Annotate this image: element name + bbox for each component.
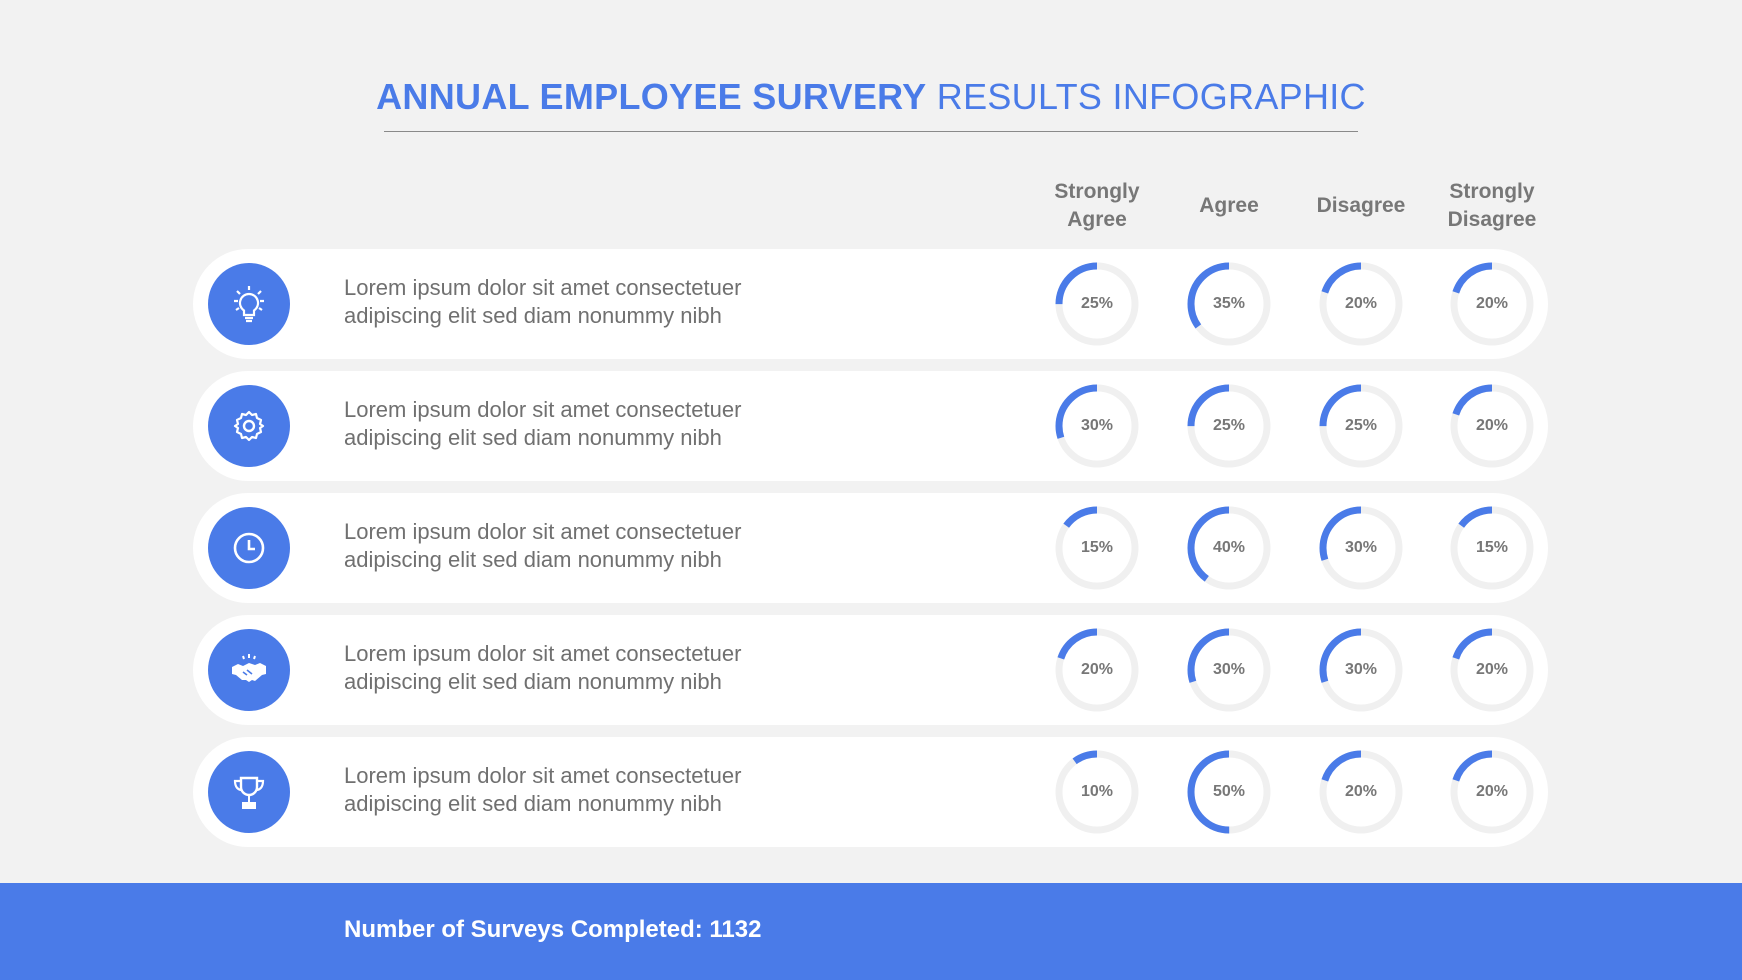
donut-arc bbox=[1319, 384, 1403, 468]
surveys-completed: Number of Surveys Completed: 1132 bbox=[344, 916, 762, 943]
percent-donut: 25% bbox=[1319, 384, 1403, 468]
column-header: Disagree bbox=[1316, 194, 1406, 217]
percent-label: 40% bbox=[1212, 539, 1246, 556]
percent-donut: 50% bbox=[1187, 750, 1271, 834]
donut-arc bbox=[1055, 750, 1139, 834]
clock-icon bbox=[208, 507, 290, 589]
percent-donut: 30% bbox=[1055, 384, 1139, 468]
percent-label: 20% bbox=[1344, 783, 1378, 800]
percent-donut: 20% bbox=[1319, 750, 1403, 834]
percent-label: 30% bbox=[1344, 661, 1378, 678]
row-description: Lorem ipsum dolor sit amet consectetuer a… bbox=[344, 396, 741, 452]
page-title: ANNUAL EMPLOYEE SURVERY RESULTS INFOGRAP… bbox=[0, 76, 1742, 118]
percent-donut: 20% bbox=[1450, 262, 1534, 346]
row-text-line: Lorem ipsum dolor sit amet consectetuer bbox=[344, 397, 742, 422]
percent-label: 15% bbox=[1475, 539, 1509, 556]
percent-donut: 15% bbox=[1055, 506, 1139, 590]
percent-label: 25% bbox=[1212, 417, 1246, 434]
footer-bar: Number of Surveys Completed: 1132 bbox=[0, 883, 1742, 980]
percent-label: 20% bbox=[1475, 295, 1509, 312]
donut-arc bbox=[1187, 262, 1271, 346]
donut-arc bbox=[1055, 384, 1139, 468]
row-description: Lorem ipsum dolor sit amet consectetuer a… bbox=[344, 518, 741, 574]
title-bold: ANNUAL EMPLOYEE SURVERY bbox=[376, 76, 927, 117]
percent-donut: 10% bbox=[1055, 750, 1139, 834]
row-text-line: Lorem ipsum dolor sit amet consectetuer bbox=[344, 641, 742, 666]
row-text-line: adipiscing elit sed diam nonummy nibh bbox=[344, 303, 722, 328]
column-header: Agree bbox=[1199, 194, 1259, 217]
percent-label: 30% bbox=[1344, 539, 1378, 556]
percent-label: 35% bbox=[1212, 295, 1246, 312]
survey-row: Lorem ipsum dolor sit amet consectetuer a… bbox=[193, 493, 1548, 603]
row-text-line: Lorem ipsum dolor sit amet consectetuer bbox=[344, 763, 742, 788]
column-header: Strongly Disagree bbox=[1447, 180, 1537, 231]
donut-arc bbox=[1450, 384, 1534, 468]
donut-arc bbox=[1055, 506, 1139, 590]
survey-row: Lorem ipsum dolor sit amet consectetuer a… bbox=[193, 615, 1548, 725]
donut-arc bbox=[1187, 506, 1271, 590]
percent-label: 20% bbox=[1344, 295, 1378, 312]
survey-row: Lorem ipsum dolor sit amet consectetuer a… bbox=[193, 737, 1548, 847]
row-text-line: Lorem ipsum dolor sit amet consectetuer bbox=[344, 275, 742, 300]
column-header: Strongly Agree bbox=[1054, 180, 1140, 231]
row-text-line: adipiscing elit sed diam nonummy nibh bbox=[344, 547, 722, 572]
row-text-line: Lorem ipsum dolor sit amet consectetuer bbox=[344, 519, 742, 544]
percent-donut: 20% bbox=[1055, 628, 1139, 712]
donut-arc bbox=[1187, 750, 1271, 834]
row-description: Lorem ipsum dolor sit amet consectetuer a… bbox=[344, 762, 741, 818]
row-description: Lorem ipsum dolor sit amet consectetuer a… bbox=[344, 640, 741, 696]
row-text-line: adipiscing elit sed diam nonummy nibh bbox=[344, 425, 722, 450]
donut-arc bbox=[1319, 506, 1403, 590]
percent-donut: 20% bbox=[1319, 262, 1403, 346]
percent-label: 30% bbox=[1080, 417, 1114, 434]
row-text-line: adipiscing elit sed diam nonummy nibh bbox=[344, 669, 722, 694]
percent-label: 10% bbox=[1080, 783, 1114, 800]
donut-arc bbox=[1450, 628, 1534, 712]
survey-row: Lorem ipsum dolor sit amet consectetuer a… bbox=[193, 249, 1548, 359]
percent-label: 15% bbox=[1080, 539, 1114, 556]
row-text-line: adipiscing elit sed diam nonummy nibh bbox=[344, 791, 722, 816]
percent-donut: 25% bbox=[1187, 384, 1271, 468]
percent-label: 50% bbox=[1212, 783, 1246, 800]
percent-donut: 40% bbox=[1187, 506, 1271, 590]
percent-label: 20% bbox=[1475, 783, 1509, 800]
percent-label: 30% bbox=[1212, 661, 1246, 678]
percent-donut: 30% bbox=[1319, 628, 1403, 712]
percent-label: 25% bbox=[1080, 295, 1114, 312]
donut-arc bbox=[1450, 750, 1534, 834]
handshake-icon bbox=[208, 629, 290, 711]
donut-arc bbox=[1187, 384, 1271, 468]
percent-label: 20% bbox=[1475, 661, 1509, 678]
donut-arc bbox=[1055, 628, 1139, 712]
percent-donut: 35% bbox=[1187, 262, 1271, 346]
percent-donut: 30% bbox=[1187, 628, 1271, 712]
trophy-icon bbox=[208, 751, 290, 833]
percent-label: 20% bbox=[1080, 661, 1114, 678]
lightbulb-icon bbox=[208, 263, 290, 345]
donut-arc bbox=[1319, 750, 1403, 834]
row-description: Lorem ipsum dolor sit amet consectetuer a… bbox=[344, 274, 741, 330]
percent-donut: 20% bbox=[1450, 750, 1534, 834]
percent-donut: 20% bbox=[1450, 384, 1534, 468]
title-light: RESULTS INFOGRAPHIC bbox=[936, 76, 1366, 117]
percent-label: 25% bbox=[1344, 417, 1378, 434]
donut-arc bbox=[1319, 628, 1403, 712]
donut-arc bbox=[1319, 262, 1403, 346]
percent-donut: 15% bbox=[1450, 506, 1534, 590]
percent-donut: 20% bbox=[1450, 628, 1534, 712]
donut-arc bbox=[1187, 628, 1271, 712]
survey-row: Lorem ipsum dolor sit amet consectetuer a… bbox=[193, 371, 1548, 481]
percent-label: 20% bbox=[1475, 417, 1509, 434]
percent-donut: 30% bbox=[1319, 506, 1403, 590]
gear-icon bbox=[208, 385, 290, 467]
percent-donut: 25% bbox=[1055, 262, 1139, 346]
title-divider bbox=[384, 131, 1358, 132]
donut-arc bbox=[1450, 262, 1534, 346]
donut-arc bbox=[1055, 262, 1139, 346]
donut-arc bbox=[1450, 506, 1534, 590]
